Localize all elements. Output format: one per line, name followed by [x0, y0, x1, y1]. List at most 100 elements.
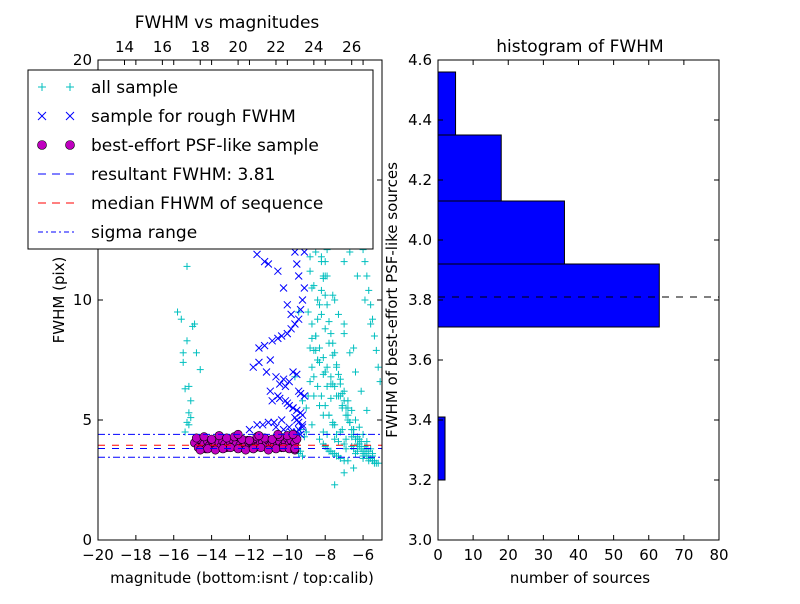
x-tick-label: −20 [82, 546, 114, 564]
x-tick-label: 60 [639, 546, 658, 564]
psf-sample-point [214, 431, 224, 441]
series-sample-for-rough-fwhm [228, 226, 309, 439]
y-tick-label: 3.2 [408, 471, 432, 489]
all-sample-point [334, 310, 342, 318]
rough-fwhm-point [272, 423, 280, 432]
all-sample-point [340, 330, 348, 338]
left-chart-axes: −20 −18 −16 −14 −12 −10 −8 −6 14 16 18 20 22 24 26 0 5 10… [73, 38, 382, 564]
all-sample-point [302, 404, 310, 412]
rough-fwhm-point [274, 267, 282, 276]
all-sample-point [334, 438, 342, 446]
top-x-tick-label: 22 [266, 38, 285, 56]
psf-sample-point [254, 431, 264, 441]
rough-fwhm-point [281, 396, 290, 405]
all-sample-point [376, 378, 382, 386]
y-tick-label: 10 [73, 291, 92, 309]
legend-item: resultant FWHM: 3.81 [38, 165, 275, 185]
x-tick-label: 80 [709, 546, 728, 564]
rough-fwhm-point [266, 356, 275, 364]
x-tick-label: 10 [464, 546, 483, 564]
psf-sample-point [207, 434, 217, 444]
rough-fwhm-point-b [298, 411, 307, 420]
rough-fwhm-point-b [285, 423, 294, 432]
histogram-bar [437, 134, 502, 202]
rough-fwhm-point-b [268, 336, 277, 345]
legend-item: all sample [38, 78, 178, 98]
y-tick-label: 4.2 [408, 171, 432, 189]
rough-fwhm-point-b [292, 260, 301, 268]
all-sample-point [363, 438, 371, 446]
psf-sample-point [210, 445, 220, 455]
rough-fwhm-point [268, 336, 277, 345]
rough-fwhm-point [258, 420, 267, 429]
all-sample-point [333, 363, 341, 371]
all-sample-point [179, 358, 187, 366]
all-sample-point [340, 440, 348, 448]
all-sample-point [312, 248, 320, 256]
all-sample-point [331, 435, 339, 443]
x-tick-label: −18 [120, 546, 152, 564]
psf-sample-point [263, 445, 273, 455]
rough-fwhm-point-b [291, 320, 299, 328]
rough-fwhm-point-b [298, 423, 307, 432]
x-tick-label: −8 [314, 546, 336, 564]
top-x-tick-label: 20 [229, 38, 248, 56]
all-sample-point [372, 346, 380, 354]
rough-fwhm-point-b [285, 377, 294, 386]
psf-sample-point [199, 432, 209, 442]
all-sample-point [329, 380, 337, 388]
all-sample-point [314, 296, 322, 304]
rough-fwhm-point-b [260, 341, 269, 350]
legend-item: sample for rough FWHM [37, 107, 296, 127]
rough-fwhm-point [249, 363, 258, 372]
all-sample-point [187, 397, 195, 405]
all-sample-point [306, 253, 314, 261]
all-sample-point [323, 382, 331, 390]
psf-sample-point [244, 435, 254, 445]
rough-fwhm-point-b [283, 300, 292, 309]
rough-fwhm-point [268, 396, 277, 405]
rough-fwhm-point [274, 334, 282, 343]
rough-fwhm-point [285, 401, 294, 410]
rough-fwhm-point-b [291, 248, 299, 256]
rough-fwhm-point-b [258, 420, 267, 429]
x-tick-label: 40 [569, 546, 588, 564]
rough-fwhm-point [296, 389, 305, 398]
legend-plus-icon [66, 83, 74, 91]
all-sample-point [353, 272, 361, 280]
rough-fwhm-point-b [300, 392, 309, 400]
rough-fwhm-point [287, 310, 295, 319]
psf-sample-point [222, 433, 232, 443]
all-sample-point [191, 320, 199, 328]
rough-fwhm-point [266, 387, 275, 396]
all-sample-point [187, 414, 195, 422]
y-tick-label: 0 [82, 531, 92, 549]
all-sample-point [365, 286, 373, 294]
all-sample-point [329, 291, 337, 299]
rough-fwhm-point-b [289, 368, 297, 376]
y-tick-label: 20 [73, 51, 92, 69]
all-sample-point [338, 426, 346, 434]
rough-fwhm-point [294, 418, 303, 427]
rough-fwhm-point [245, 425, 254, 434]
legend-item: best-effort PSF-like sample [37, 136, 319, 156]
all-sample-point [334, 452, 342, 460]
all-sample-point [314, 382, 322, 390]
all-sample-point [321, 325, 329, 333]
all-sample-point [308, 334, 316, 342]
all-sample-point [351, 416, 359, 424]
right-y-axis-label: FWHM of best-effort PSF-like sources [383, 162, 401, 438]
all-sample-point [181, 385, 189, 393]
all-sample-point [342, 411, 350, 419]
all-sample-point [350, 344, 358, 352]
all-sample-point [316, 358, 324, 366]
all-sample-point [367, 320, 375, 328]
all-sample-point [183, 337, 191, 345]
legend-label: sample for rough FWHM [91, 107, 296, 127]
all-sample-point [306, 267, 314, 275]
all-sample-point [331, 481, 339, 489]
rough-fwhm-point [291, 248, 299, 256]
all-sample-point [325, 318, 333, 326]
legend-label: best-effort PSF-like sample [91, 136, 319, 156]
rough-fwhm-point [298, 411, 307, 420]
